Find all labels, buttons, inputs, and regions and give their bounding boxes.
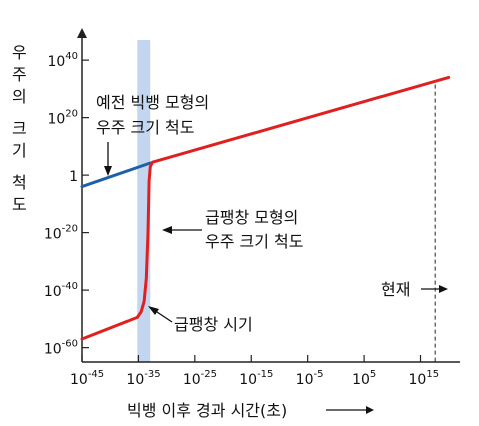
annotation-inflation-model-line1: 급팽창 모형의	[205, 208, 298, 227]
y-axis-label-char: 우	[12, 43, 27, 62]
y-axis-label-char: 크	[12, 119, 27, 138]
y-axis-arrowhead	[77, 28, 87, 38]
y-axis-label-char: 기	[12, 141, 27, 160]
series-old-bigbang-line	[80, 161, 152, 189]
annotation-old-model: 예전 빅뱅 모형의 우주 크기 척도	[96, 93, 209, 176]
x-tick-label: 105	[352, 369, 376, 388]
annotation-old-model-line1: 예전 빅뱅 모형의	[96, 93, 209, 112]
x-tick-label: 10-25	[183, 369, 217, 388]
annotation-inflation-model-line2: 우주 크기 척도	[205, 232, 304, 251]
x-tick-label: 10-45	[70, 369, 104, 388]
x-tick-label: 1015	[409, 369, 440, 388]
y-axis-label-char: 척	[12, 173, 27, 192]
annotation-present-text: 현재	[381, 280, 410, 299]
annotation-inflation-time-text: 급팽창 시기	[174, 315, 253, 334]
y-tick-label: 1	[69, 169, 78, 185]
y-tick-label: 10-40	[44, 281, 78, 300]
x-axis-label: 빅뱅 이후 경과 시간(초)	[127, 401, 287, 420]
x-tick-label: 10-15	[239, 369, 273, 388]
series-inflation-line	[80, 75, 451, 341]
y-axis-label-char: 의	[12, 87, 27, 106]
y-tick-label: 10-60	[44, 339, 78, 358]
y-tick-label: 1040	[47, 51, 78, 70]
y-tick-label: 1020	[47, 109, 78, 128]
y-tick-label: 10-20	[44, 224, 78, 243]
x-tick-label: 10-35	[126, 369, 160, 388]
annotation-present: 현재	[381, 280, 448, 299]
y-axis-label-char: 주	[12, 65, 27, 84]
x-tick-label: 10-5	[296, 369, 324, 388]
x-axis-label-arrowhead	[366, 406, 374, 414]
annotation-inflation-time: 급팽창 시기	[148, 306, 253, 334]
annotation-old-model-line2: 우주 크기 척도	[96, 118, 195, 137]
annotation-inflation-model: 급팽창 모형의 우주 크기 척도	[162, 208, 304, 251]
y-axis-label-char: 도	[12, 195, 27, 214]
